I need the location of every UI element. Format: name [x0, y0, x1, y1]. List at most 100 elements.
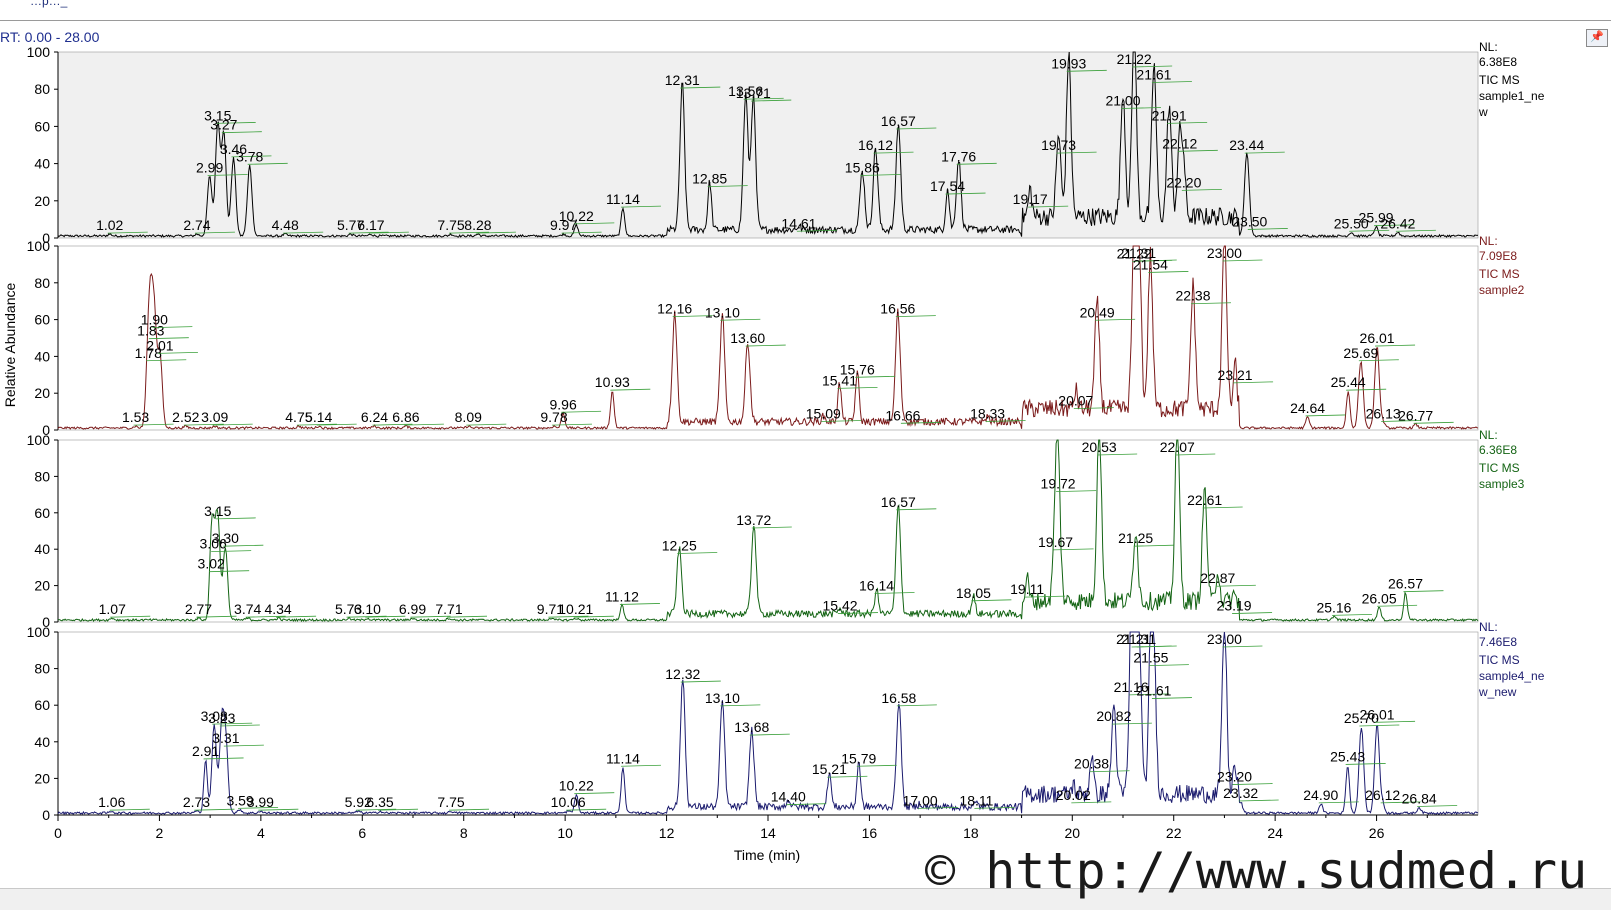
peak-label: 3.09	[201, 409, 228, 425]
peak-label-tick	[985, 420, 1026, 422]
peak-label: 22.20	[1166, 174, 1201, 190]
peak-label-tick	[378, 808, 419, 811]
peak-label: 16.66	[885, 407, 920, 423]
trace-line-sample3	[57, 439, 1479, 623]
peak-label-tick	[1120, 107, 1162, 109]
peak-label: 21.91	[1152, 107, 1187, 123]
peak-label: 19.72	[1041, 476, 1076, 492]
peak-label: 19.17	[1013, 191, 1048, 207]
panel-sample1_new: 0 20 40 60 80 100 1.02 2.74 2.99 3.153.27 3.463.78…	[27, 40, 1545, 246]
peak-label-tick	[1374, 224, 1415, 227]
peak-label-tick	[1359, 724, 1400, 727]
peak-label-tick	[821, 420, 862, 422]
y-tick-label: 80	[34, 81, 50, 97]
peak-label: 3.27	[210, 117, 237, 133]
peak-label: 3.78	[236, 148, 263, 164]
peak-label: 10.22	[559, 208, 594, 224]
peak-label: 2.01	[146, 337, 173, 353]
x-tick-label: 8	[460, 825, 468, 841]
peak-label-tick	[1413, 421, 1454, 424]
x-tick-label: 20	[1064, 825, 1080, 841]
peak-label-tick	[838, 612, 879, 614]
y-tick-label: 60	[34, 697, 50, 713]
peak-label: 3.59	[226, 792, 253, 808]
peak-label-tick	[238, 806, 279, 809]
peak-label: 13.72	[736, 512, 771, 528]
peak-label-tick	[1346, 388, 1387, 391]
peak-label: 9.78	[540, 409, 567, 425]
rt-range-readout: RT: 0.00 - 28.00	[0, 29, 99, 45]
peak-label: 2.91	[192, 743, 219, 759]
peak-label: 6.35	[366, 794, 393, 810]
panel-sample2: 0 20 40 60 80 100 1.53 1.78 1.831.90 2.01 2.52 3.09…	[27, 234, 1525, 438]
peak-label-tick	[720, 318, 761, 321]
peak-label: 4.34	[264, 601, 291, 617]
peak-label-tick	[566, 808, 607, 811]
peak-label: 9.97	[550, 217, 577, 233]
peak-label: 3.08	[201, 708, 228, 724]
peak-label-tick	[1095, 318, 1136, 321]
peak-label-tick	[1232, 783, 1273, 785]
y-tick-label: 80	[34, 468, 50, 484]
pin-icon[interactable]: 📌	[1586, 29, 1608, 47]
y-tick-label: 20	[34, 770, 50, 786]
peak-label: 3.99	[247, 794, 274, 810]
peak-label-tick	[348, 231, 389, 234]
peak-label: 3.06	[200, 536, 227, 552]
x-tick-label: 22	[1166, 825, 1182, 841]
peak-label: 17.54	[930, 178, 965, 194]
peak-label: 15.09	[806, 405, 841, 421]
peak-label-tick	[548, 615, 589, 618]
peak-label: 25.50	[1334, 215, 1369, 231]
y-tick-label: 0	[42, 230, 50, 246]
peak-label: 20.02	[1056, 787, 1091, 803]
peak-label-tick	[110, 615, 151, 618]
peak-label-tick	[751, 99, 792, 102]
peak-label-tick	[231, 155, 272, 158]
peak-label: 7.75	[437, 217, 464, 233]
peak-label-tick	[1151, 697, 1192, 699]
peak-label-tick	[410, 615, 451, 618]
panel-nl-value: 7.09E8	[1479, 249, 1517, 263]
peak-label: 6.99	[399, 601, 426, 617]
peak-label-tick	[1247, 228, 1288, 230]
peak-label: 1.83	[137, 323, 164, 339]
panel-nl-label: NL:	[1479, 620, 1498, 634]
x-axis-label: Time (min)	[734, 847, 800, 863]
peak-label-tick	[109, 808, 150, 811]
panel-nl-value: 6.36E8	[1479, 443, 1517, 457]
peak-label: 15.79	[841, 750, 876, 766]
peak-label: 23.44	[1229, 137, 1264, 153]
peak-label-tick	[561, 410, 602, 413]
y-tick-label: 40	[34, 541, 50, 557]
peak-label-tick	[194, 808, 235, 811]
peak-label: 9.71	[537, 601, 564, 617]
peak-label-tick	[466, 423, 507, 426]
y-tick-label: 100	[27, 238, 51, 254]
peak-label-tick	[749, 733, 790, 736]
peak-label-tick	[1403, 590, 1444, 593]
peak-label: 10.22	[559, 778, 594, 794]
peak-label-tick	[610, 388, 651, 391]
x-tick-label: 16	[862, 825, 878, 841]
peak-label: 21.21	[1116, 631, 1151, 647]
peak-label: 26.01	[1360, 706, 1395, 722]
peak-label: 1.53	[122, 409, 149, 425]
peak-label-tick	[1056, 151, 1097, 154]
peak-label: 3.15	[204, 503, 231, 519]
peak-label: 1.02	[96, 217, 123, 233]
panel-sample-name: sample3	[1479, 477, 1525, 491]
peak-label-tick	[1377, 604, 1418, 607]
peak-label: 8.28	[464, 217, 491, 233]
peak-label: 19.73	[1041, 137, 1076, 153]
peak-label-tick	[223, 744, 264, 747]
peak-label: 16.14	[859, 578, 894, 594]
peak-label-tick	[677, 552, 718, 554]
peak-label: 3.15	[204, 107, 231, 123]
window-top-strip: …p…_	[0, 0, 1611, 21]
peak-label: 1.78	[135, 345, 162, 361]
peak-label-tick	[133, 423, 174, 426]
peak-label: 21.61	[1136, 66, 1171, 82]
peak-label-tick	[449, 231, 490, 234]
